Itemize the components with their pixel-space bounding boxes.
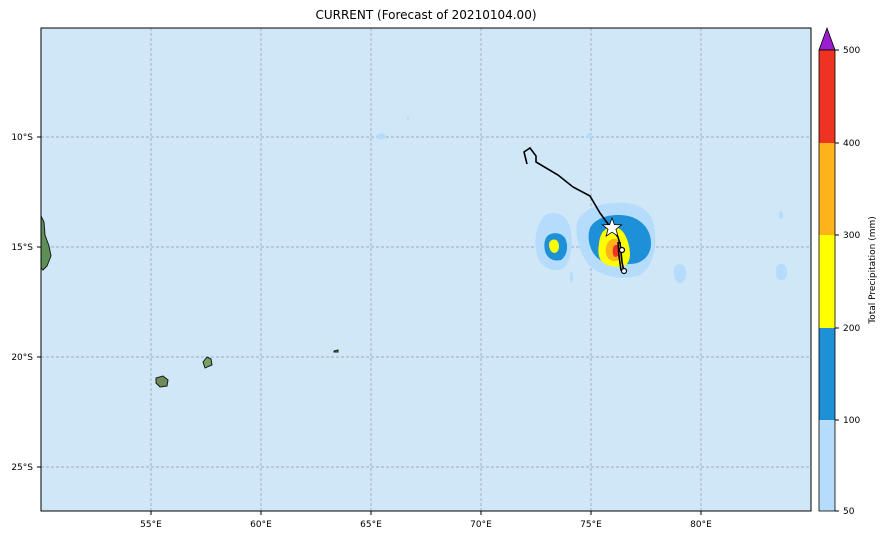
lon-tick-label: 60°E <box>250 520 272 530</box>
precip-200-west <box>549 239 559 253</box>
precip-50-east <box>673 264 687 284</box>
colorbar-seg-200-300 <box>819 235 835 328</box>
colorbar: 500 400 300 200 100 50 Total Precipitati… <box>818 26 878 517</box>
map-ocean <box>41 28 811 511</box>
land-masses <box>40 215 339 388</box>
lat-tick-label: 15°S <box>11 243 33 253</box>
lon-tick-label: 55°E <box>140 520 162 530</box>
precip-50-north1 <box>377 133 386 140</box>
current-position-star-icon <box>601 216 623 238</box>
colorbar-tick-label: 300 <box>843 231 860 241</box>
track-forecast <box>619 241 625 273</box>
lon-tick-label: 75°E <box>580 520 602 530</box>
lat-tick-label: 25°S <box>11 463 33 473</box>
rodrigues-land <box>333 349 339 353</box>
colorbar-seg-400-500 <box>819 50 835 143</box>
forecast-point <box>620 267 628 275</box>
lon-tick-label: 80°E <box>690 520 712 530</box>
precip-contours <box>377 117 788 284</box>
axis-ticks <box>37 136 702 515</box>
colorbar-tick-label: 50 <box>843 507 855 517</box>
madagascar-land <box>40 215 52 271</box>
precip-50-south <box>570 271 574 283</box>
lat-tick-label: 20°S <box>11 353 33 363</box>
colorbar-tick-label: 500 <box>843 46 860 56</box>
gridlines <box>41 28 811 511</box>
colorbar-seg-50-100 <box>819 420 835 511</box>
map-frame <box>40 27 812 512</box>
colorbar-frame <box>818 49 836 512</box>
colorbar-tick-label: 400 <box>843 139 860 149</box>
colorbar-tick-label: 100 <box>843 416 860 426</box>
lon-tick-label: 65°E <box>360 520 382 530</box>
mauritius-land <box>202 356 213 369</box>
lon-tick-labels: 55°E 60°E 65°E 70°E 75°E 80°E <box>140 520 712 530</box>
reunion-land <box>155 375 169 388</box>
colorbar-extend-arrow <box>818 26 836 51</box>
colorbar-seg-100-200 <box>819 328 835 420</box>
lat-tick-label: 10°S <box>11 133 33 143</box>
figure-title: CURRENT (Forecast of 20210104.00) <box>315 8 537 22</box>
colorbar-tick-label: 200 <box>843 324 860 334</box>
lat-tick-labels: 10°S 15°S 20°S 25°S <box>11 133 33 473</box>
lon-tick-label: 70°E <box>470 520 492 530</box>
precip-50-dot <box>407 117 409 120</box>
colorbar-label: Total Precipitation (mm) <box>868 216 878 325</box>
colorbar-seg-300-400 <box>819 143 835 235</box>
precip-50-far-east <box>775 263 788 281</box>
forecast-points <box>618 246 628 275</box>
forecast-point <box>618 246 626 254</box>
precip-50-north2 <box>587 133 592 139</box>
precip-50-small <box>779 211 783 219</box>
